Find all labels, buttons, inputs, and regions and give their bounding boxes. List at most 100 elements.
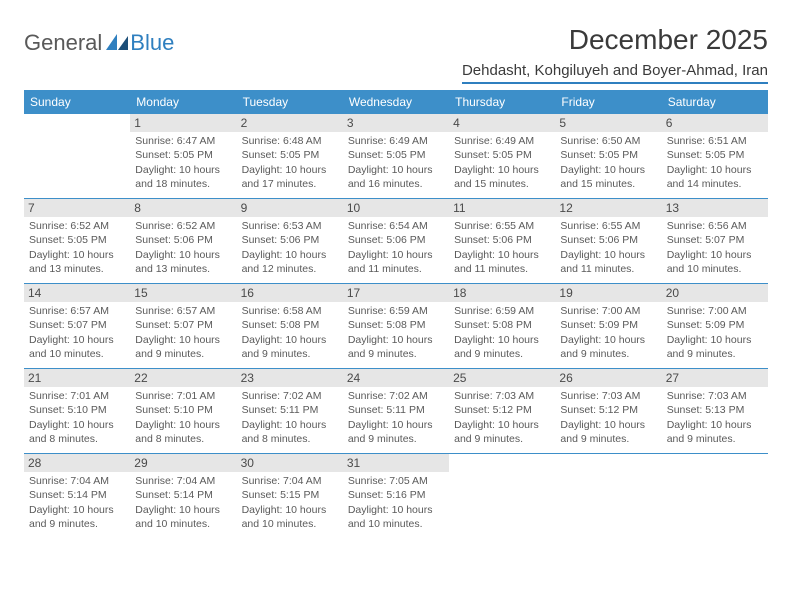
day-info-line: Sunset: 5:16 PM [348, 488, 444, 502]
day-cell: 18Sunrise: 6:59 AMSunset: 5:08 PMDayligh… [449, 284, 555, 368]
day-number: 28 [24, 454, 130, 472]
day-cell: 26Sunrise: 7:03 AMSunset: 5:12 PMDayligh… [555, 369, 661, 453]
day-info-line: Sunrise: 7:01 AM [135, 389, 231, 403]
day-cell: 30Sunrise: 7:04 AMSunset: 5:15 PMDayligh… [237, 454, 343, 538]
day-number: 21 [24, 369, 130, 387]
day-number: 6 [662, 114, 768, 132]
day-cell: 6Sunrise: 6:51 AMSunset: 5:05 PMDaylight… [662, 114, 768, 198]
day-cell: 22Sunrise: 7:01 AMSunset: 5:10 PMDayligh… [130, 369, 236, 453]
day-info-line: and 11 minutes. [454, 262, 550, 276]
day-info-line: Sunrise: 6:49 AM [454, 134, 550, 148]
day-info-line: Daylight: 10 hours [242, 163, 338, 177]
day-cell: 19Sunrise: 7:00 AMSunset: 5:09 PMDayligh… [555, 284, 661, 368]
logo: General Blue [24, 30, 174, 56]
day-info-line: Daylight: 10 hours [135, 503, 231, 517]
day-info-line: Sunset: 5:11 PM [242, 403, 338, 417]
day-info-line: Sunrise: 6:52 AM [135, 219, 231, 233]
day-info-line: Sunrise: 6:58 AM [242, 304, 338, 318]
day-number: 26 [555, 369, 661, 387]
day-cell [662, 454, 768, 538]
day-cell: 15Sunrise: 6:57 AMSunset: 5:07 PMDayligh… [130, 284, 236, 368]
day-info-line: and 15 minutes. [560, 177, 656, 191]
day-info-line: Daylight: 10 hours [29, 418, 125, 432]
week-row: 7Sunrise: 6:52 AMSunset: 5:05 PMDaylight… [24, 199, 768, 284]
day-info-line: Sunset: 5:12 PM [454, 403, 550, 417]
day-cell: 16Sunrise: 6:58 AMSunset: 5:08 PMDayligh… [237, 284, 343, 368]
day-info-line: Sunset: 5:14 PM [29, 488, 125, 502]
week-row: 14Sunrise: 6:57 AMSunset: 5:07 PMDayligh… [24, 284, 768, 369]
day-cell: 14Sunrise: 6:57 AMSunset: 5:07 PMDayligh… [24, 284, 130, 368]
day-info-line: Sunrise: 6:50 AM [560, 134, 656, 148]
day-info-line: Sunset: 5:05 PM [135, 148, 231, 162]
day-number: 8 [130, 199, 236, 217]
day-cell: 10 Sunrise: 6:54 AMSunset: 5:06 PMDayligh… [343, 199, 449, 283]
day-number: 16 [237, 284, 343, 302]
day-cell: 29Sunrise: 7:04 AMSunset: 5:14 PMDayligh… [130, 454, 236, 538]
day-info-line: and 16 minutes. [348, 177, 444, 191]
day-info-line: Daylight: 10 hours [242, 248, 338, 262]
day-number: 23 [237, 369, 343, 387]
day-cell [24, 114, 130, 198]
day-info-line: and 8 minutes. [242, 432, 338, 446]
day-info-line: and 11 minutes. [560, 262, 656, 276]
day-number: 12 [555, 199, 661, 217]
day-info-line: Sunrise: 6:59 AM [348, 304, 444, 318]
day-info-line: Sunset: 5:10 PM [135, 403, 231, 417]
day-info-line: Daylight: 10 hours [560, 163, 656, 177]
day-info-line: Sunrise: 6:53 AM [242, 219, 338, 233]
day-info-line: Sunset: 5:06 PM [135, 233, 231, 247]
day-cell: 12Sunrise: 6:55 AMSunset: 5:06 PMDayligh… [555, 199, 661, 283]
day-info-line: and 9 minutes. [242, 347, 338, 361]
day-info-line: Sunset: 5:08 PM [242, 318, 338, 332]
day-number: 29 [130, 454, 236, 472]
day-number: 25 [449, 369, 555, 387]
day-info-line: and 9 minutes. [667, 432, 763, 446]
day-info-line: Sunset: 5:10 PM [29, 403, 125, 417]
day-info-line: Sunrise: 6:57 AM [135, 304, 231, 318]
day-number: 31 [343, 454, 449, 472]
day-info-line: and 10 minutes. [348, 517, 444, 531]
day-info-line: Daylight: 10 hours [242, 418, 338, 432]
day-info-line: Daylight: 10 hours [242, 503, 338, 517]
day-info-line: and 17 minutes. [242, 177, 338, 191]
day-info-line: Sunset: 5:05 PM [242, 148, 338, 162]
day-cell: 20Sunrise: 7:00 AMSunset: 5:09 PMDayligh… [662, 284, 768, 368]
day-info-line: Sunset: 5:06 PM [348, 233, 444, 247]
day-cell: 11Sunrise: 6:55 AMSunset: 5:06 PMDayligh… [449, 199, 555, 283]
day-info-line: Sunrise: 7:01 AM [29, 389, 125, 403]
week-row: 28Sunrise: 7:04 AMSunset: 5:14 PMDayligh… [24, 454, 768, 538]
day-info-line: Sunrise: 6:54 AM [348, 219, 444, 233]
day-info-line: Sunset: 5:05 PM [29, 233, 125, 247]
day-info-line: Daylight: 10 hours [560, 333, 656, 347]
day-info-line: and 9 minutes. [29, 517, 125, 531]
day-info-line: Sunrise: 6:49 AM [348, 134, 444, 148]
day-number: 27 [662, 369, 768, 387]
day-info-line: and 8 minutes. [29, 432, 125, 446]
day-info-line: Sunset: 5:09 PM [667, 318, 763, 332]
day-info-line: and 10 minutes. [135, 517, 231, 531]
day-cell: 7Sunrise: 6:52 AMSunset: 5:05 PMDaylight… [24, 199, 130, 283]
day-info-line: Sunset: 5:06 PM [242, 233, 338, 247]
day-number: 17 [343, 284, 449, 302]
day-info-line: and 10 minutes. [29, 347, 125, 361]
day-info-line: Sunrise: 6:47 AM [135, 134, 231, 148]
day-cell: 8Sunrise: 6:52 AMSunset: 5:06 PMDaylight… [130, 199, 236, 283]
day-cell: 1Sunrise: 6:47 AMSunset: 5:05 PMDaylight… [130, 114, 236, 198]
day-info-line: Daylight: 10 hours [348, 418, 444, 432]
day-info-line: Sunrise: 7:00 AM [667, 304, 763, 318]
day-info-line: Daylight: 10 hours [348, 248, 444, 262]
day-cell: 13Sunrise: 6:56 AMSunset: 5:07 PMDayligh… [662, 199, 768, 283]
day-info-line: Sunset: 5:06 PM [560, 233, 656, 247]
day-cell: 2Sunrise: 6:48 AMSunset: 5:05 PMDaylight… [237, 114, 343, 198]
day-number: 9 [237, 199, 343, 217]
day-info-line: Daylight: 10 hours [454, 163, 550, 177]
day-info-line: and 14 minutes. [667, 177, 763, 191]
day-number: 3 [343, 114, 449, 132]
day-cell: 5Sunrise: 6:50 AMSunset: 5:05 PMDaylight… [555, 114, 661, 198]
weekday-header: Monday [130, 90, 236, 114]
day-info-line: Sunrise: 6:55 AM [454, 219, 550, 233]
day-number: 10 [343, 199, 449, 217]
day-info-line: Daylight: 10 hours [454, 248, 550, 262]
day-info-line: and 10 minutes. [242, 517, 338, 531]
day-number: 13 [662, 199, 768, 217]
